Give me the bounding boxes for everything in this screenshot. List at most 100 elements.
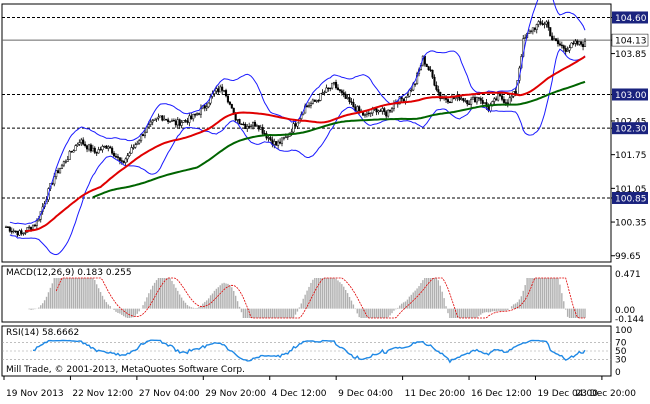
candle-body xyxy=(406,95,409,98)
price-level-label-bg xyxy=(612,191,648,204)
candle-body xyxy=(329,87,332,90)
current-price-label-bg xyxy=(611,33,649,47)
candle-body xyxy=(155,117,158,120)
candle-body xyxy=(105,145,108,149)
candle-body xyxy=(280,137,284,144)
candle-body xyxy=(103,145,106,148)
candle-body xyxy=(107,146,110,149)
candle-body xyxy=(163,118,166,121)
candle-body xyxy=(375,108,378,113)
candle-body xyxy=(555,38,558,41)
candle-body xyxy=(425,63,428,67)
x-axis-tick-label: 4 Dec 12:00 xyxy=(272,389,327,399)
candle-body xyxy=(57,170,60,174)
candle-body xyxy=(138,140,141,144)
candle-body xyxy=(35,220,38,226)
candle-body xyxy=(340,90,343,93)
candle-body xyxy=(86,145,89,150)
candle-body xyxy=(439,91,442,99)
candle-body xyxy=(429,69,432,71)
rsi-y-axis-tick-label: 100 xyxy=(615,326,632,336)
candle-body xyxy=(350,101,353,103)
candle-body xyxy=(275,141,278,146)
candle-body xyxy=(296,122,299,127)
candle-body xyxy=(497,93,500,101)
candle-body xyxy=(91,147,94,152)
candle-body xyxy=(80,139,83,143)
candle-body xyxy=(169,121,172,123)
candle-body xyxy=(325,87,328,93)
candle-body xyxy=(458,94,461,100)
candle-body xyxy=(196,113,199,115)
candle-body xyxy=(30,226,33,230)
candle-body xyxy=(82,139,85,145)
candle-body xyxy=(560,44,563,47)
candle-body xyxy=(101,146,104,151)
candle-body xyxy=(336,87,340,90)
candle-body xyxy=(157,116,160,119)
candle-body xyxy=(551,35,554,41)
candle-body xyxy=(404,97,407,102)
macd-signal-line xyxy=(55,277,585,319)
candle-body xyxy=(583,41,587,47)
candle-body xyxy=(64,161,67,163)
macd-y-axis-tick-label: -0.144 xyxy=(615,315,644,325)
footer-copyright: Mill Trade, © 2001-2013, MetaQuotes Soft… xyxy=(6,365,245,375)
candle-body xyxy=(572,42,575,45)
candle-body xyxy=(178,119,181,126)
candle-body xyxy=(122,160,125,163)
candle-body xyxy=(541,23,544,25)
candle-body xyxy=(99,149,102,151)
candle-body xyxy=(531,27,534,32)
x-axis-tick-label: 16 Dec 12:00 xyxy=(471,389,532,399)
candle-body xyxy=(113,153,116,157)
candle-body xyxy=(207,102,210,108)
candle-body xyxy=(377,110,380,113)
candle-body xyxy=(578,41,581,45)
candle-body xyxy=(331,82,334,89)
candle-body xyxy=(87,144,91,150)
rsi-y-axis-tick-label: 70 xyxy=(615,339,627,349)
candle-body xyxy=(182,120,185,123)
candle-body xyxy=(192,114,195,120)
candle-body xyxy=(470,98,473,105)
y-axis-tick-label: 103.85 xyxy=(615,50,647,60)
candle-body xyxy=(165,118,168,121)
candle-body xyxy=(188,115,191,123)
candle-body xyxy=(149,121,152,125)
candle-body xyxy=(213,90,216,94)
candle-body xyxy=(257,125,260,130)
candle-body xyxy=(147,124,150,128)
candle-body xyxy=(124,158,127,163)
candle-body xyxy=(248,126,251,128)
candle-body xyxy=(358,106,361,112)
macd-title: MACD(12,26,9) 0.183 0.255 xyxy=(6,268,132,278)
candle-body xyxy=(313,99,316,102)
candle-body xyxy=(132,147,135,149)
candle-body xyxy=(284,136,287,139)
candle-body xyxy=(16,231,19,236)
candle-body xyxy=(398,96,401,105)
candle-body xyxy=(78,142,81,145)
candle-body xyxy=(410,89,413,92)
candle-body xyxy=(141,134,145,137)
candle-body xyxy=(379,110,382,112)
candle-body xyxy=(58,168,62,174)
x-axis-tick-label: 22 Nov 12:00 xyxy=(72,389,133,399)
candle-body xyxy=(475,97,478,103)
candle-body xyxy=(576,40,579,45)
price-level-label-bg xyxy=(612,122,648,135)
candle-body xyxy=(574,40,577,44)
candle-body xyxy=(363,114,367,116)
candle-body xyxy=(159,115,162,118)
candle-body xyxy=(433,76,436,86)
candle-body xyxy=(431,69,434,78)
candle-body xyxy=(22,232,25,235)
candle-body xyxy=(18,230,21,236)
candle-body xyxy=(342,92,345,95)
candle-body xyxy=(251,121,255,127)
candle-body xyxy=(279,141,282,144)
x-axis-tick-label: 29 Nov 20:00 xyxy=(205,389,266,399)
